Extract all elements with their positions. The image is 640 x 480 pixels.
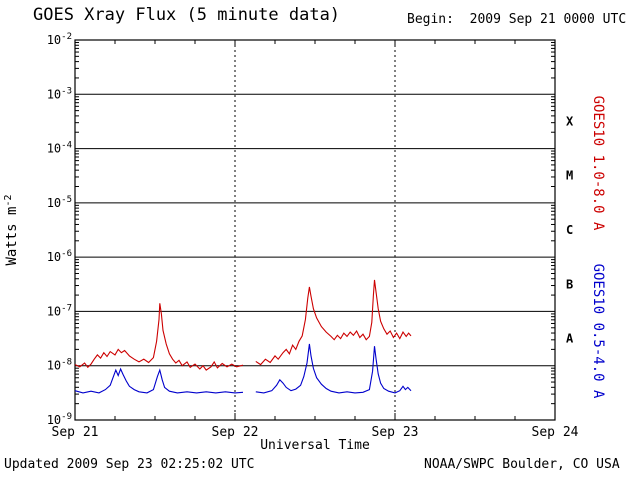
y-tick-label: 10-8	[47, 358, 72, 373]
x-tick-label: Sep 22	[212, 425, 259, 440]
y-tick-label: 10-2	[47, 32, 72, 47]
flare-class-label: M	[566, 169, 573, 183]
updated-timestamp: Updated 2009 Sep 23 02:25:02 UTC	[4, 457, 255, 472]
flare-class-label: A	[566, 332, 574, 346]
flare-class-label: B	[566, 277, 573, 291]
x-tick-label: Sep 24	[532, 425, 579, 440]
y-axis-title: Watts m-2	[3, 194, 20, 265]
y-tick-label: 10-7	[47, 303, 72, 318]
y-tick-label: 10-4	[47, 141, 72, 156]
x-axis-title: Universal Time	[260, 438, 370, 453]
begin-time-label: Begin: 2009 Sep 21 0000 UTC	[407, 12, 627, 27]
y-tick-label: 10-9	[47, 412, 72, 427]
source-credit: NOAA/SWPC Boulder, CO USA	[424, 457, 620, 472]
x-tick-label: Sep 23	[372, 425, 419, 440]
x-tick-label: Sep 21	[52, 425, 99, 440]
plot-frame	[74, 39, 556, 421]
y-tick-label: 10-3	[47, 86, 72, 101]
y-tick-label: 10-6	[47, 249, 72, 264]
flare-class-label: X	[566, 114, 574, 128]
flare-class-label: C	[566, 223, 573, 237]
series-label-0: GOES10 1.0-8.0 A	[590, 96, 606, 231]
series-line-0	[74, 279, 412, 371]
y-tick-label: 10-5	[47, 195, 72, 210]
series-label-1: GOES10 0.5-4.0 A	[590, 264, 606, 399]
chart-title: GOES Xray Flux (5 minute data)	[33, 5, 341, 25]
series-line-1	[74, 343, 412, 394]
